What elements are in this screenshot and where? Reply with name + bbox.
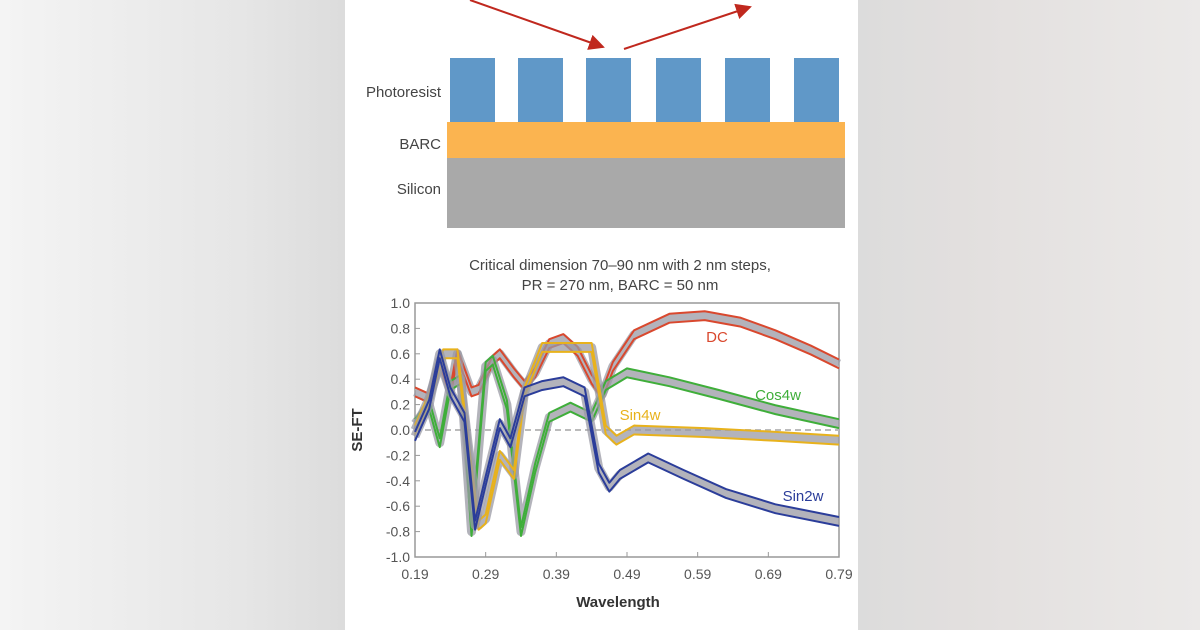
x-tick-label: 0.59 (684, 566, 711, 582)
y-tick-label: -1.0 (386, 549, 410, 565)
y-tick-label: 0.8 (391, 320, 411, 336)
photoresist-line (518, 58, 563, 122)
series-label-dc: DC (706, 329, 728, 346)
series-label-sin2w: Sin2w (783, 488, 824, 505)
y-tick-label: 0.6 (391, 346, 411, 362)
chart-title: Critical dimension 70–90 nm with 2 nm st… (469, 257, 771, 274)
incident-arrow (469, 0, 605, 50)
y-tick-label: 1.0 (391, 295, 411, 311)
y-tick-label: -0.8 (386, 524, 410, 540)
silicon-label: Silicon (397, 181, 441, 198)
y-tick-label: 0.0 (391, 422, 411, 438)
series-line-cos4w-upper (414, 354, 840, 529)
photoresist-label: Photoresist (366, 84, 442, 101)
x-tick-label: 0.49 (613, 566, 640, 582)
barc-layer (447, 122, 845, 158)
series-line-sin2w-lower (414, 357, 840, 531)
x-axis-label: Wavelength (576, 594, 660, 611)
y-tick-label: 0.4 (391, 371, 411, 387)
y-axis-label: SE-FT (349, 408, 366, 451)
x-tick-label: 0.39 (543, 566, 570, 582)
reflected-arrow (623, 3, 752, 50)
photoresist-line (450, 58, 495, 122)
series-label-sin4w: Sin4w (620, 407, 661, 424)
series-band-sin2w (410, 349, 840, 530)
photoresist-line (656, 58, 701, 122)
photoresist-lines (450, 58, 839, 122)
x-tick-label: 0.69 (755, 566, 782, 582)
x-tick-label: 0.29 (472, 566, 499, 582)
x-tick-label: 0.19 (401, 566, 428, 582)
stack-diagram: Photoresist BARC Silicon (366, 0, 845, 228)
series-line-sin2w-upper (414, 348, 840, 522)
barc-label: BARC (399, 136, 441, 153)
photoresist-line (794, 58, 839, 122)
y-tick-label: 0.2 (391, 397, 411, 413)
y-tick-label: -0.6 (386, 498, 410, 514)
series-label-cos4w: Cos4w (755, 387, 801, 404)
chart-subtitle: PR = 270 nm, BARC = 50 nm (522, 277, 719, 294)
silicon-layer (447, 158, 845, 228)
photoresist-line (586, 58, 631, 122)
y-tick-label: -0.4 (386, 473, 410, 489)
photoresist-line (725, 58, 770, 122)
x-tick-label: 0.79 (825, 566, 852, 582)
y-tick-label: -0.2 (386, 447, 410, 463)
chart: 1.00.80.60.40.20.0-0.2-0.4-0.6-0.8-1.00.… (386, 295, 853, 582)
